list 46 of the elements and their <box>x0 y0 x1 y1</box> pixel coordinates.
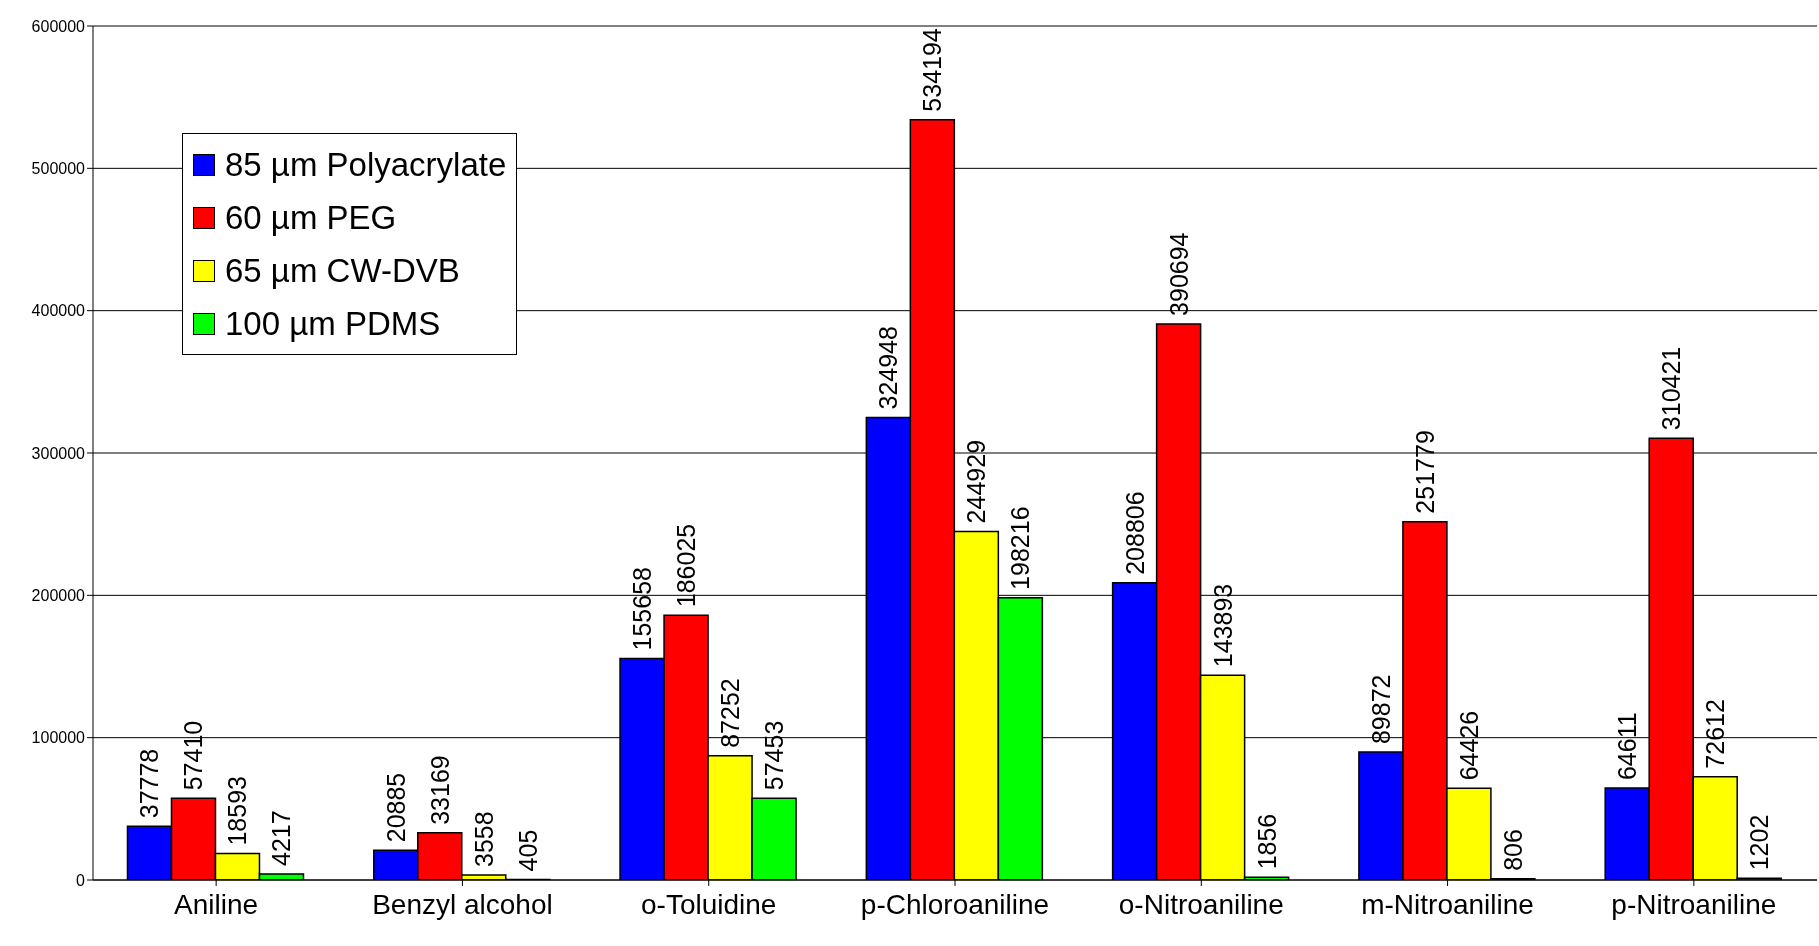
legend-label: 65 µm CW-DVB <box>225 251 460 291</box>
x-tick-label: m-Nitroaniline <box>1361 888 1534 920</box>
data-label: 186025 <box>672 523 701 608</box>
data-label: 3558 <box>469 811 498 867</box>
x-tick-label: p-Chloroaniline <box>860 888 1050 920</box>
data-label: 251779 <box>1410 430 1439 514</box>
y-tick-label: 100000 <box>31 729 86 747</box>
data-label: 1202 <box>1745 814 1774 871</box>
x-tick-label: p-Nitroaniline <box>1611 888 1777 920</box>
data-label: 324948 <box>874 326 903 410</box>
y-tick-label: 200000 <box>31 587 86 605</box>
data-label: 310421 <box>1657 346 1686 431</box>
legend-label: 85 µm Polyacrylate <box>225 145 507 185</box>
x-tick-label: Aniline <box>174 888 259 920</box>
data-label: 33169 <box>425 755 454 825</box>
legend-label: 60 µm PEG <box>225 198 397 238</box>
y-tick-label: 400000 <box>31 302 86 320</box>
y-tick-label: 600000 <box>31 17 86 35</box>
data-label: 57453 <box>760 720 789 791</box>
y-tick-label: 500000 <box>31 160 86 178</box>
data-label: 198216 <box>1006 506 1035 590</box>
data-label: 4217 <box>267 810 296 866</box>
data-label: 244929 <box>962 439 991 524</box>
data-label: 143893 <box>1208 583 1237 668</box>
data-label: 1856 <box>1252 813 1281 870</box>
data-label: 18593 <box>223 776 252 846</box>
data-label: 20885 <box>381 772 410 843</box>
data-label: 405 <box>513 829 542 872</box>
data-label: 72612 <box>1701 699 1730 769</box>
data-label: 806 <box>1498 829 1527 871</box>
y-tick-label: 300000 <box>31 444 86 462</box>
x-tick-label: o-Toluidine <box>641 888 777 920</box>
data-label: 89872 <box>1366 674 1395 745</box>
data-label: 208806 <box>1120 491 1149 575</box>
data-label: 390694 <box>1164 232 1193 316</box>
data-label: 37778 <box>135 748 164 819</box>
legend-label: 100 µm PDMS <box>225 304 441 344</box>
data-label: 87252 <box>716 678 745 748</box>
data-label: 155658 <box>628 567 657 651</box>
data-label: 64611 <box>1613 712 1642 781</box>
x-tick-label: o-Nitroaniline <box>1118 888 1284 920</box>
data-label: 57410 <box>179 720 208 791</box>
y-tick-label: 0 <box>76 871 86 889</box>
x-tick-label: Benzyl alcohol <box>372 888 553 920</box>
data-label: 64426 <box>1454 710 1483 781</box>
data-label: 534194 <box>918 28 947 112</box>
